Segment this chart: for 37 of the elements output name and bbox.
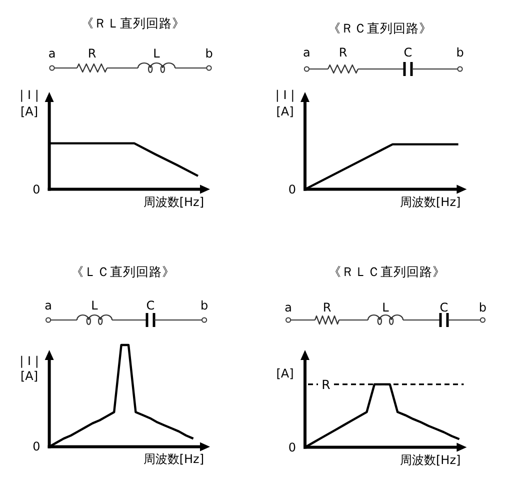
ylabel: [A]	[20, 104, 38, 119]
circuit-label: L	[153, 46, 160, 60]
xlabel: 周波数[Hz]	[400, 194, 461, 209]
circuit-label: a	[303, 46, 310, 60]
circuit-label: b	[456, 46, 464, 60]
annotation: 0	[32, 440, 40, 454]
ylabel: [A]	[276, 104, 294, 119]
circuit-label: b	[478, 300, 487, 314]
circuit-label: a	[48, 46, 56, 60]
ylabel: [A]	[20, 369, 38, 383]
circuit-label: a	[284, 300, 292, 314]
title: 《ＲＣ直列回路》	[328, 20, 432, 36]
circuit-label: R	[88, 46, 96, 60]
circuit-label: R	[338, 46, 348, 60]
xlabel: 周波数[Hz]	[143, 452, 204, 466]
circuit-label: C	[404, 46, 412, 60]
xlabel: 周波数[Hz]	[400, 452, 461, 467]
ylabel: | I |	[20, 88, 39, 102]
title: 《ＬＣ直列回路》	[71, 264, 175, 279]
annotation: 0	[32, 182, 40, 196]
annotation: 0	[288, 182, 296, 196]
xlabel: 周波数[Hz]	[143, 194, 204, 209]
ref-label: R	[322, 376, 330, 392]
circuit-label: a	[44, 298, 52, 312]
circuit-label: b	[205, 46, 213, 60]
circuit-label: R	[322, 300, 332, 314]
circuit-label: L	[91, 298, 98, 312]
circuit-label: b	[200, 298, 208, 312]
circuit-label: C	[440, 300, 448, 314]
ylabel: | I |	[20, 354, 39, 368]
title: 《ＲＬ直列回路》	[81, 16, 185, 30]
ylabel: | I |	[275, 88, 295, 102]
ylabel: [A]	[276, 366, 294, 380]
annotation: 0	[288, 440, 296, 454]
title: 《ＲＬＣ直列回路》	[328, 264, 446, 279]
circuit-label: C	[146, 298, 155, 312]
circuit-label: L	[382, 300, 389, 314]
